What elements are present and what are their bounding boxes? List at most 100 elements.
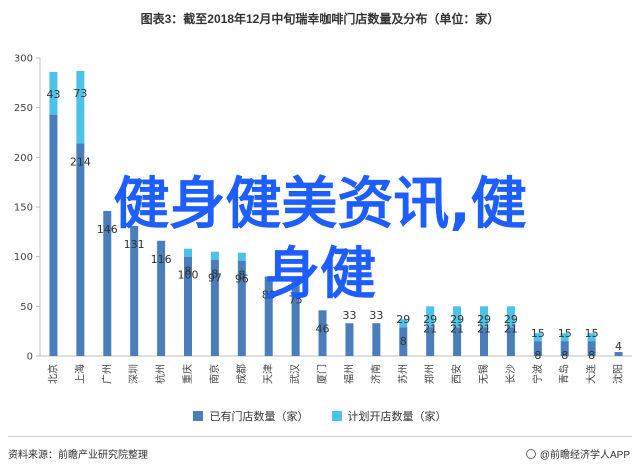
x-tick-label: 苏州 (396, 364, 409, 384)
value-label-existing-7: 96 (235, 273, 249, 286)
x-tick-label: 广州 (101, 364, 113, 384)
x-tick-label: 成都 (236, 364, 248, 384)
x-tick-label: 深圳 (128, 364, 140, 384)
bar-existing-15 (453, 327, 462, 356)
overlay-text-line-1: 健身健美资讯,健 (113, 172, 527, 237)
value-label-existing-4: 116 (151, 253, 172, 266)
x-tick-label: 厦门 (316, 364, 329, 384)
x-tick-label: 上海 (73, 364, 86, 384)
bar-existing-2 (103, 210, 112, 356)
bar-planned-7 (237, 252, 246, 261)
legend-item-planned[interactable]: 计划开店数量（家） (331, 408, 447, 424)
value-label-existing-6: 97 (208, 272, 222, 285)
value-label-existing-12: 33 (369, 309, 383, 322)
value-label-planned-20: 8 (588, 349, 595, 362)
value-label-planned-15: 21 (450, 322, 464, 335)
x-tick-label: 无锡 (477, 364, 490, 384)
x-tick-label: 福州 (342, 364, 355, 384)
y-tick-label: 100 (14, 252, 33, 263)
bar-existing-5 (184, 256, 192, 356)
value-label-planned-17: 21 (504, 322, 518, 335)
brand-text: @前瞻经济学人APP (539, 450, 630, 461)
value-label-existing-14: 29 (423, 313, 437, 326)
bar-planned-14 (426, 306, 435, 328)
bar-planned-5 (184, 248, 192, 257)
bar-planned-17 (506, 306, 515, 328)
y-tick-label: 200 (14, 153, 33, 164)
x-tick-label: 北京 (46, 364, 59, 384)
value-label-existing-19: 15 (558, 327, 572, 340)
bar-existing-20 (587, 341, 596, 356)
value-label-planned-0: 43 (46, 88, 60, 101)
value-label-planned-14: 21 (423, 322, 437, 335)
source-note: 资料来源：前瞻产业研究院整理 (8, 450, 148, 461)
brand-credit: @前瞻经济学人APP (525, 446, 630, 461)
bar-planned-6 (210, 251, 219, 260)
x-tick-label: 天津 (263, 364, 275, 384)
value-label-planned-5: 8 (185, 265, 192, 278)
bar-planned-18 (533, 333, 542, 342)
bar-existing-14 (426, 327, 435, 356)
value-label-planned-19: 8 (561, 349, 568, 362)
value-label-planned-18: 8 (534, 349, 541, 362)
value-label-existing-9: 75 (289, 294, 303, 307)
value-label-existing-21: 4 (615, 340, 622, 353)
bar-planned-16 (480, 306, 488, 328)
footer-divider (8, 436, 632, 437)
bar-planned-13 (399, 319, 408, 328)
x-tick-label: 济南 (369, 364, 382, 384)
x-tick-label: 西安 (450, 364, 463, 384)
value-label-existing-5: 100 (178, 269, 199, 282)
bar-planned-0 (49, 71, 58, 115)
x-tick-label: 宁波 (531, 364, 544, 384)
value-label-planned-7: 8 (238, 269, 245, 282)
bar-existing-12 (372, 323, 381, 356)
bar-existing-7 (237, 260, 246, 356)
x-tick-label: 大连 (585, 364, 598, 384)
x-tick-label: 长沙 (505, 364, 517, 384)
value-label-existing-13: 29 (396, 313, 410, 326)
value-label-existing-20: 15 (585, 327, 599, 340)
x-tick-label: 青岛 (558, 364, 571, 384)
value-label-existing-8: 80 (262, 289, 276, 302)
x-tick-label: 武汉 (289, 364, 302, 384)
overlay-text-line-2: 身健 (264, 242, 376, 307)
bar-existing-13 (399, 327, 408, 356)
x-tick-label: 南京 (208, 364, 221, 384)
bar-existing-4 (157, 240, 166, 356)
bar-chart: 050100150200250300北京43上海21473广州146深圳131杭… (14, 54, 632, 384)
y-tick-label: 50 (20, 302, 33, 313)
bar-existing-16 (480, 327, 488, 356)
bar-existing-0 (49, 114, 58, 357)
value-label-existing-1: 214 (70, 155, 91, 168)
value-label-existing-3: 131 (124, 238, 145, 251)
value-label-planned-6: 8 (211, 268, 218, 281)
legend-swatch-existing (193, 411, 204, 421)
bar-planned-15 (453, 306, 462, 328)
y-tick-label: 300 (14, 54, 33, 65)
value-label-existing-15: 29 (450, 313, 464, 326)
value-label-existing-2: 146 (97, 223, 118, 236)
legend-swatch-planned (331, 411, 342, 421)
legend: 已有门店数量（家） 计划开店数量（家） (0, 408, 640, 424)
brand-logo-icon (525, 448, 536, 459)
value-label-existing-11: 33 (342, 309, 356, 322)
y-tick-label: 150 (14, 203, 33, 214)
bar-existing-19 (560, 341, 569, 356)
y-tick-label: 0 (27, 352, 33, 363)
bar-planned-1 (76, 70, 85, 144)
bar-existing-8 (264, 276, 273, 356)
bar-existing-11 (345, 323, 354, 356)
bar-existing-21 (614, 352, 623, 356)
value-label-existing-16: 29 (477, 313, 491, 326)
bar-existing-1 (76, 143, 85, 356)
value-label-planned-16: 21 (477, 322, 491, 335)
x-tick-label: 杭州 (154, 364, 167, 384)
bar-existing-17 (506, 327, 515, 356)
bar-existing-9 (291, 281, 300, 356)
legend-label-planned: 计划开店数量（家） (347, 411, 447, 423)
legend-item-existing[interactable]: 已有门店数量（家） (193, 408, 308, 424)
bar-existing-3 (130, 225, 139, 356)
value-label-existing-18: 15 (531, 327, 545, 340)
x-tick-label: 沈阳 (612, 364, 625, 384)
